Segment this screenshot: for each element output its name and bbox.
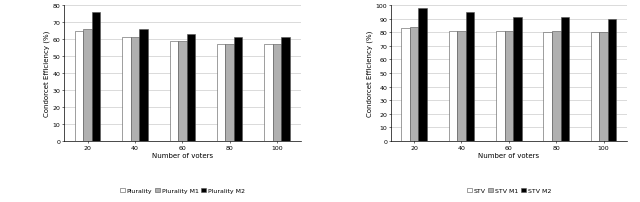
Bar	[122, 38, 131, 141]
Bar	[264, 45, 273, 141]
Bar	[217, 45, 225, 141]
Bar	[139, 30, 148, 141]
Bar	[457, 32, 466, 141]
Bar	[496, 32, 504, 141]
Bar	[449, 32, 457, 141]
Legend: STV, STV M1, STV M2: STV, STV M1, STV M2	[467, 188, 551, 193]
Bar	[608, 20, 616, 141]
Y-axis label: Condorcet Efficiency (%): Condorcet Efficiency (%)	[44, 31, 50, 117]
Bar	[282, 38, 290, 141]
Bar	[410, 28, 419, 141]
Bar	[561, 18, 569, 141]
Bar	[187, 35, 195, 141]
Bar	[178, 42, 187, 141]
Bar	[131, 38, 139, 141]
Bar	[170, 42, 178, 141]
Bar	[83, 30, 92, 141]
Bar	[466, 13, 474, 141]
Legend: Plurality, Plurality M1, Plurality M2: Plurality, Plurality M1, Plurality M2	[120, 188, 245, 193]
X-axis label: Number of voters: Number of voters	[152, 153, 213, 159]
Bar	[75, 32, 83, 141]
Bar	[543, 33, 552, 141]
Y-axis label: Condorcet Efficiency (%): Condorcet Efficiency (%)	[366, 31, 372, 117]
Bar	[225, 45, 234, 141]
Bar	[513, 18, 522, 141]
Bar	[591, 33, 600, 141]
Bar	[401, 29, 410, 141]
Bar	[552, 32, 561, 141]
X-axis label: Number of voters: Number of voters	[478, 153, 540, 159]
Bar	[504, 32, 513, 141]
Bar	[234, 38, 243, 141]
Bar	[273, 45, 282, 141]
Bar	[92, 13, 100, 141]
Bar	[600, 33, 608, 141]
Bar	[419, 9, 427, 141]
